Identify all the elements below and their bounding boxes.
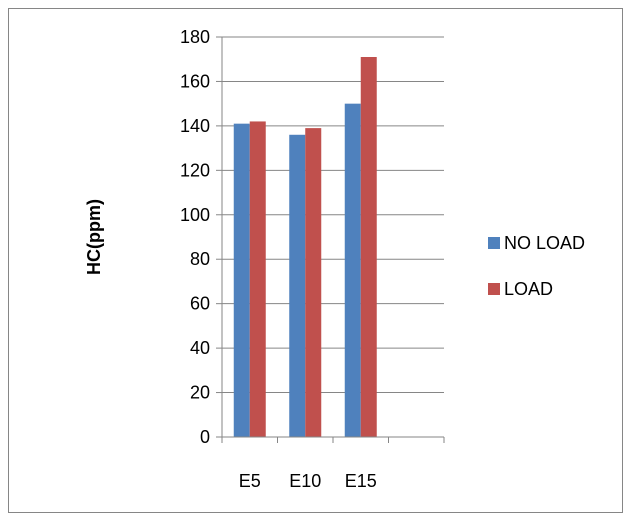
bar-e15-load [360, 57, 377, 437]
x-tick-labels: E5 E10 E15 [239, 471, 377, 491]
x-tick-label-e5: E5 [239, 471, 261, 491]
y-axis-title: HC(ppm) [84, 199, 104, 275]
legend-swatch-no-load [488, 237, 500, 249]
y-tick-label-60: 60 [190, 294, 210, 314]
y-tick-label-20: 20 [190, 383, 210, 403]
axes [216, 36, 445, 443]
y-tick-labels: 0 20 40 60 80 100 120 140 160 180 [180, 27, 210, 447]
y-tick-label-100: 100 [180, 205, 210, 225]
bars [233, 57, 377, 438]
bar-e10-no-load [289, 134, 306, 437]
legend-swatch-load [488, 283, 500, 295]
bar-e10-load [305, 128, 322, 437]
x-tick-label-e10: E10 [289, 471, 321, 491]
bar-e15-no-load [344, 103, 361, 438]
bar-e5-no-load [233, 123, 250, 438]
legend: NO LOAD LOAD [488, 233, 585, 299]
y-tick-label-140: 140 [180, 116, 210, 136]
y-tick-label-180: 180 [180, 27, 210, 47]
legend-label-load: LOAD [504, 279, 553, 299]
y-tick-label-0: 0 [200, 427, 210, 447]
y-tick-label-120: 120 [180, 160, 210, 180]
y-tick-label-40: 40 [190, 338, 210, 358]
legend-label-no-load: NO LOAD [504, 233, 585, 253]
bar-e5-load [249, 121, 266, 437]
x-tick-label-e15: E15 [345, 471, 377, 491]
y-tick-label-80: 80 [190, 249, 210, 269]
y-tick-label-160: 160 [180, 71, 210, 91]
